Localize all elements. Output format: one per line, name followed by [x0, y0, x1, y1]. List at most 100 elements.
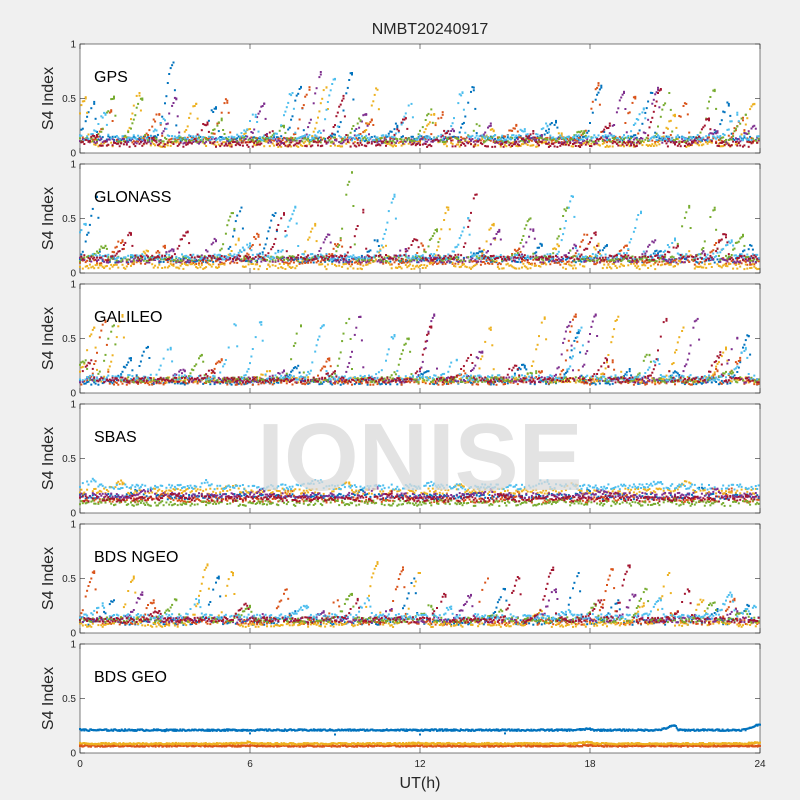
data-point — [485, 258, 488, 261]
data-point — [79, 134, 81, 137]
data-point — [258, 140, 261, 143]
data-point — [417, 133, 420, 136]
data-point — [662, 137, 665, 140]
data-point — [611, 139, 614, 142]
data-point — [382, 140, 385, 143]
data-point — [305, 261, 308, 264]
data-point — [237, 143, 240, 146]
data-point — [750, 142, 753, 145]
data-point — [569, 140, 572, 143]
data-point — [634, 264, 637, 267]
data-point — [489, 137, 492, 140]
data-point — [468, 259, 471, 262]
data-point — [727, 144, 730, 147]
data-point — [202, 267, 205, 270]
data-point — [124, 134, 127, 137]
data-point — [654, 261, 657, 264]
data-point — [720, 266, 723, 269]
data-point — [594, 141, 597, 144]
data-point — [620, 137, 623, 140]
data-point — [206, 250, 209, 253]
data-point — [93, 267, 96, 270]
data-point — [749, 244, 752, 247]
data-point — [623, 252, 625, 255]
data-point — [671, 139, 674, 142]
data-point — [689, 144, 692, 146]
data-point — [416, 139, 419, 141]
data-point — [596, 142, 599, 145]
data-point — [749, 141, 752, 144]
data-point — [173, 253, 176, 256]
data-point — [200, 129, 203, 132]
data-point — [447, 208, 450, 211]
data-point — [692, 141, 695, 144]
data-point — [485, 145, 488, 148]
data-point — [113, 138, 115, 141]
data-point — [254, 116, 257, 118]
data-point — [94, 130, 97, 133]
data-point — [115, 252, 118, 255]
data-point — [132, 104, 135, 107]
data-point — [457, 258, 460, 261]
data-point — [108, 267, 111, 270]
data-point — [158, 263, 161, 266]
data-point — [376, 240, 379, 243]
data-point — [601, 140, 604, 142]
data-point — [280, 217, 283, 220]
data-point — [362, 257, 365, 260]
data-point — [698, 253, 701, 256]
data-point — [743, 249, 746, 252]
data-point — [649, 145, 652, 147]
data-point — [530, 263, 533, 266]
data-point — [253, 267, 256, 270]
data-point — [256, 116, 259, 119]
data-point — [331, 83, 334, 85]
data-point — [93, 140, 96, 143]
data-point — [234, 144, 237, 147]
data-point — [519, 136, 522, 139]
data-point — [334, 133, 336, 136]
data-point — [708, 100, 710, 103]
data-point — [172, 260, 175, 263]
data-point — [382, 134, 385, 137]
data-point — [562, 257, 565, 260]
data-point — [232, 260, 234, 263]
data-point — [468, 140, 471, 143]
data-point — [263, 139, 266, 142]
data-point — [433, 253, 436, 256]
data-point — [234, 220, 237, 223]
data-point — [513, 139, 516, 141]
data-point — [230, 250, 233, 252]
data-point — [223, 258, 226, 261]
data-point — [207, 130, 210, 133]
data-point — [223, 137, 226, 140]
data-point — [219, 145, 222, 148]
data-point — [349, 131, 352, 134]
data-point — [462, 121, 465, 124]
data-point — [559, 141, 562, 144]
data-point — [338, 264, 341, 267]
data-point — [535, 251, 538, 254]
data-point — [287, 262, 290, 265]
series-6 — [80, 88, 759, 148]
data-point — [757, 267, 760, 270]
data-point — [494, 140, 497, 143]
data-point — [443, 143, 446, 146]
data-point — [394, 217, 397, 220]
data-point — [101, 116, 104, 119]
data-point — [377, 108, 380, 111]
data-point — [224, 143, 227, 146]
data-point — [171, 64, 174, 67]
data-point — [94, 258, 97, 261]
data-point — [462, 259, 465, 262]
data-point — [178, 136, 181, 139]
data-point — [448, 228, 451, 231]
data-point — [394, 122, 397, 125]
data-point — [420, 242, 423, 245]
data-point — [556, 137, 559, 140]
data-point — [457, 243, 460, 246]
data-point — [516, 145, 519, 148]
data-point — [199, 141, 202, 144]
data-point — [239, 210, 242, 213]
data-point — [458, 93, 461, 96]
